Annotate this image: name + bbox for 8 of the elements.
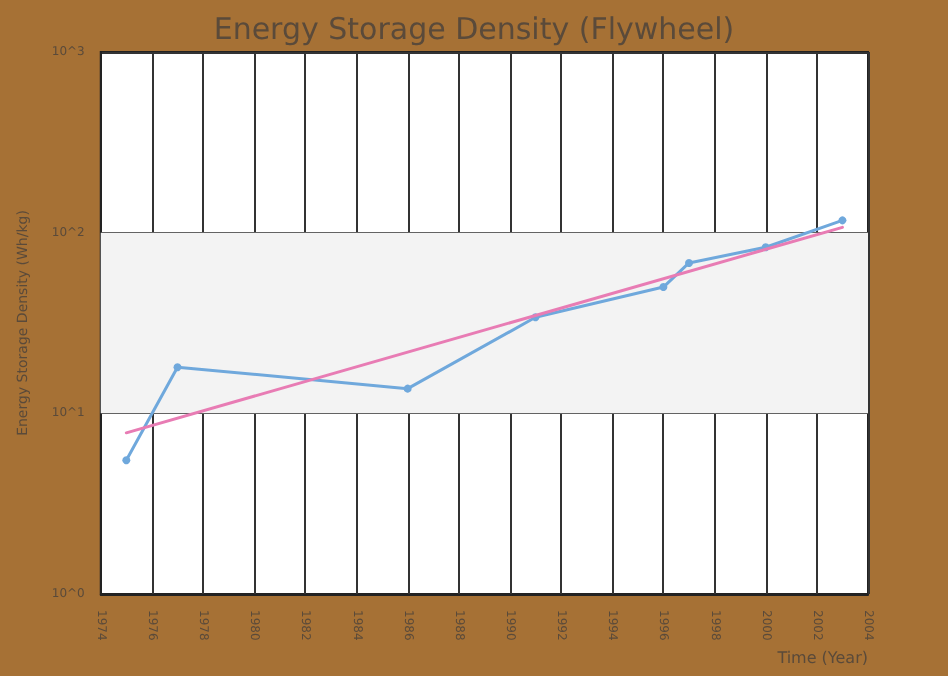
point: [684, 258, 693, 267]
point: [122, 456, 131, 465]
x-axis-title: Time (Year): [775, 649, 868, 667]
point: [659, 283, 668, 292]
chart-title: Energy Storage Density (Flywheel): [213, 11, 735, 47]
point: [403, 384, 412, 393]
point: [173, 363, 182, 372]
point: [838, 216, 847, 225]
